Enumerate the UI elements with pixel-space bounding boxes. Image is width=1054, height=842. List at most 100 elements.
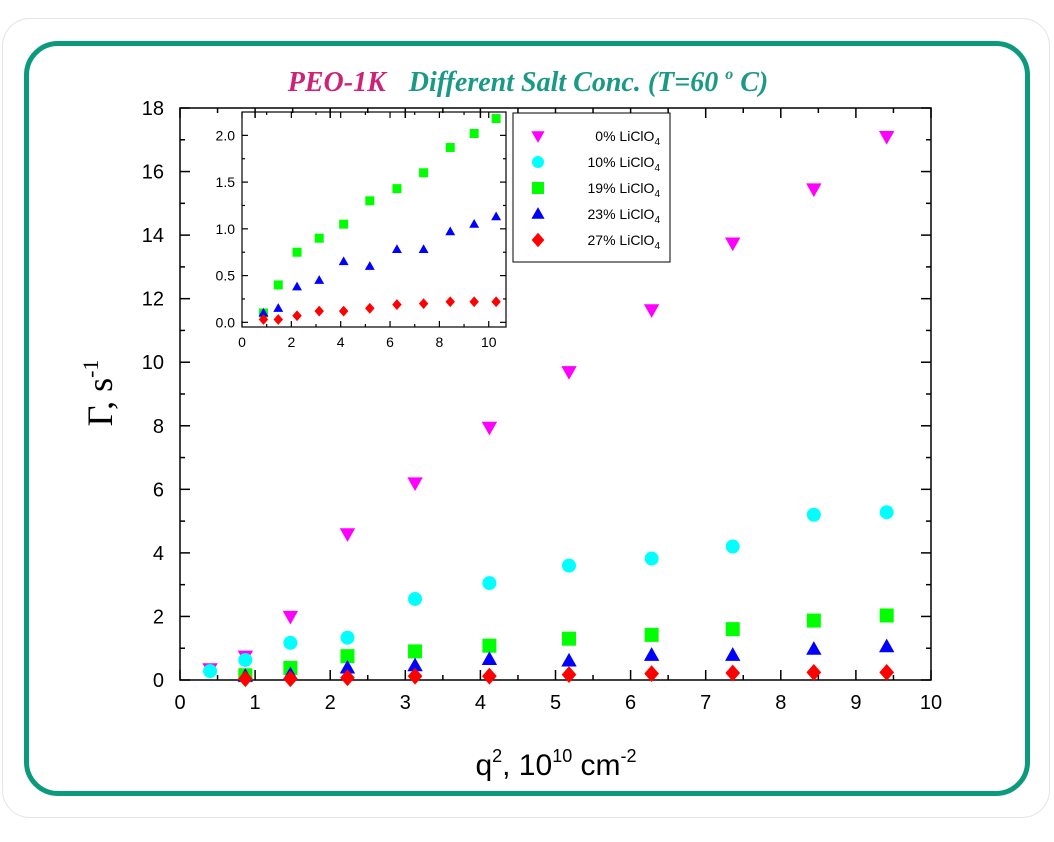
main-data-point xyxy=(878,638,895,653)
main-data-point xyxy=(725,664,741,682)
main-y-tick-label: 0 xyxy=(153,670,164,692)
main-data-point xyxy=(725,622,740,637)
main-data-point xyxy=(339,528,356,542)
main-data-point xyxy=(408,591,423,606)
main-data-point xyxy=(806,663,822,681)
main-data-point xyxy=(644,627,659,642)
main-y-tick-label: 16 xyxy=(142,162,164,184)
main-data-point xyxy=(203,664,218,679)
main-x-tick-label: 9 xyxy=(850,692,861,714)
main-data-point xyxy=(407,657,423,672)
legend-label: 27% LiClO4 xyxy=(588,232,661,252)
inset-data-point xyxy=(365,196,375,206)
main-y-tick-label: 8 xyxy=(153,416,164,438)
main-data-point xyxy=(879,663,895,681)
inset-data-point xyxy=(469,296,479,308)
legend-label: 0% LiClO4 xyxy=(595,128,660,148)
main-data-point xyxy=(562,631,577,646)
legend-marker xyxy=(532,156,544,168)
main-x-tick-label: 6 xyxy=(625,692,636,714)
main-x-tick-label: 7 xyxy=(700,692,711,714)
main-data-point xyxy=(643,647,660,661)
main-data-point xyxy=(725,237,741,252)
legend-label: 23% LiClO4 xyxy=(588,206,661,226)
x-axis-label: q2, 1010 cm-2 xyxy=(475,746,636,782)
legend-item: 19% LiClO4 xyxy=(532,180,660,200)
inset-data-point xyxy=(491,211,502,221)
inset-x-tick-label: 2 xyxy=(287,334,295,350)
main-data-point xyxy=(878,131,895,145)
main-data-point xyxy=(283,670,298,688)
main-data-point xyxy=(561,666,577,683)
title-sample: PEO-1K xyxy=(287,67,388,98)
main-x-tick-label: 5 xyxy=(550,692,561,714)
inset-data-point xyxy=(418,244,429,254)
inset-data-point xyxy=(491,114,501,124)
inset-data-point xyxy=(419,168,429,178)
main-data-point xyxy=(340,669,355,687)
inset-data-point xyxy=(445,143,455,153)
main-data-point xyxy=(282,610,299,625)
main-data-point xyxy=(561,652,577,667)
chart-title: PEO-1K Different Salt Conc. (T=60 o C) xyxy=(287,55,768,98)
inset-y-tick-label: 0.5 xyxy=(216,268,236,284)
main-x-tick-label: 8 xyxy=(775,692,786,714)
inset-data-point xyxy=(364,261,375,270)
inset-data-point xyxy=(391,244,402,254)
main-data-point xyxy=(339,659,356,674)
main-data-point xyxy=(806,183,822,198)
inset-data-point xyxy=(491,296,501,308)
inset-data-point xyxy=(273,280,283,290)
title-unit: C) xyxy=(740,67,768,98)
main-data-point xyxy=(879,608,894,623)
main-y-tick-label: 2 xyxy=(153,606,164,628)
main-y-tick-label: 18 xyxy=(142,98,164,120)
legend: 0% LiClO4 10% LiClO4 19% LiClO4 23% LiClO4 2… xyxy=(512,112,671,263)
inset-data-point xyxy=(314,233,324,243)
inset-data-point xyxy=(365,302,375,314)
main-y-tick-label: 12 xyxy=(142,289,164,311)
inset-data-point xyxy=(392,299,402,310)
legend-marker xyxy=(531,131,545,143)
main-data-point xyxy=(806,507,821,522)
inset-series xyxy=(258,296,501,325)
legend-item: 27% LiClO4 xyxy=(531,232,661,252)
main-x-tick-label: 3 xyxy=(400,692,411,714)
inset-data-point xyxy=(339,219,349,229)
main-y-tick-label: 14 xyxy=(142,225,164,247)
main-data-point xyxy=(481,421,498,436)
title-degree: o xyxy=(725,66,733,83)
legend-item: 0% LiClO4 xyxy=(531,128,660,148)
inset-data-point xyxy=(258,307,269,317)
main-y-tick-label: 6 xyxy=(153,479,164,501)
inset-plot-border xyxy=(241,111,507,328)
inset-data-point xyxy=(418,298,429,310)
inset-data-point xyxy=(445,226,456,236)
y-axis-label: Γ, s-1 xyxy=(78,360,120,427)
legend-marker xyxy=(532,182,544,194)
main-data-point xyxy=(879,505,894,520)
inset-data-point xyxy=(445,296,455,308)
main-data-point xyxy=(561,366,577,380)
inset-data-point xyxy=(292,281,302,291)
main-series xyxy=(203,505,894,679)
inset-x-tick-label: 0 xyxy=(238,334,246,350)
main-data-point xyxy=(725,539,740,554)
inset-data-point xyxy=(314,275,325,284)
inset-y-tick-label: 1.5 xyxy=(216,174,236,190)
main-data-point xyxy=(482,638,497,653)
main-data-point xyxy=(407,477,423,492)
legend-label: 10% LiClO4 xyxy=(588,154,661,174)
main-data-point xyxy=(725,647,741,661)
main-data-point xyxy=(806,641,822,655)
inset-data-point xyxy=(273,314,283,325)
legend-marker xyxy=(531,207,545,219)
inset-data-point xyxy=(292,247,302,257)
main-x-tick-label: 4 xyxy=(475,692,486,714)
inset-data-point xyxy=(469,129,479,138)
legend-item: 23% LiClO4 xyxy=(531,206,660,226)
main-y-tick-label: 10 xyxy=(142,352,164,374)
main-x-tick-label: 2 xyxy=(325,692,336,714)
